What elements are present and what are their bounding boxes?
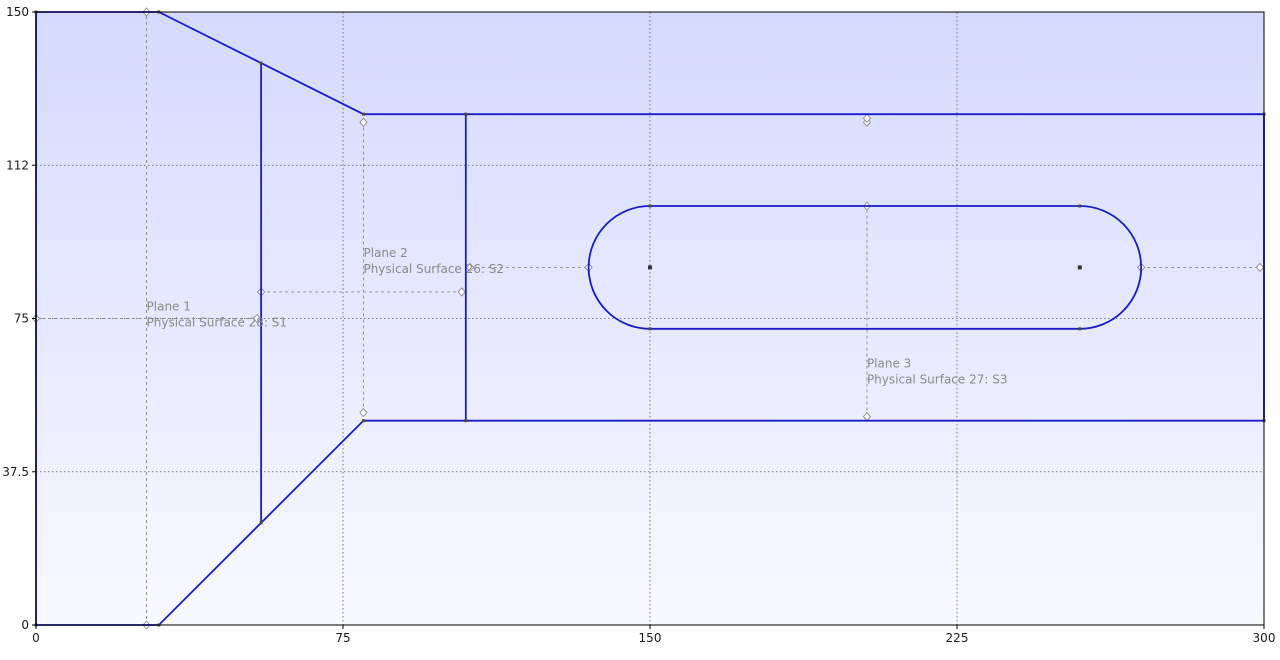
- vertex-point[interactable]: [361, 112, 365, 116]
- vertex-point[interactable]: [648, 327, 652, 331]
- plane-name-label: Plane 2: [363, 246, 407, 260]
- plane-surface-label: Physical Surface 27: S3: [867, 373, 1008, 387]
- vertex-point[interactable]: [259, 61, 263, 65]
- x-tick-label: 300: [1253, 631, 1276, 645]
- arc-center-point[interactable]: [1077, 265, 1082, 270]
- y-tick-label: 150: [6, 5, 29, 19]
- plane-name-label: Plane 1: [147, 299, 191, 313]
- x-tick-label: 75: [335, 631, 350, 645]
- dimension-handle[interactable]: [862, 113, 872, 123]
- plane-surface-label: Physical Surface 28: S1: [147, 315, 288, 329]
- vertex-point[interactable]: [464, 419, 468, 423]
- plane-surface-label: Physical Surface 26: S2: [363, 262, 504, 276]
- y-tick-label: 0: [21, 618, 29, 632]
- plot-frame: [35, 11, 1265, 626]
- arc-center-point[interactable]: [648, 265, 652, 270]
- y-tick-label: 112: [6, 158, 29, 172]
- x-tick-label: 150: [639, 631, 662, 645]
- y-tick-label: 37.5: [2, 465, 29, 479]
- vertex-point[interactable]: [648, 204, 652, 208]
- vertex-point[interactable]: [259, 521, 263, 525]
- y-tick-label: 75: [14, 312, 29, 326]
- dimension-handle[interactable]: [359, 407, 368, 418]
- axis-tick-labels: 0 75 150 225 300 0 37.5 75 112 150: [2, 5, 1275, 645]
- x-tick-label: 225: [946, 631, 969, 645]
- vertex-point[interactable]: [464, 112, 468, 116]
- vertex-point[interactable]: [361, 419, 365, 423]
- dimension-handle[interactable]: [252, 313, 262, 324]
- vertex-point[interactable]: [1078, 327, 1082, 331]
- plane-annotations: Plane 1 Physical Surface 28: S1 Plane 2 Phy…: [147, 246, 1008, 386]
- x-tick-label: 0: [32, 631, 40, 645]
- vertex-point[interactable]: [1078, 204, 1082, 208]
- dimension-handle[interactable]: [465, 262, 474, 273]
- plane-name-label: Plane 3: [867, 357, 911, 371]
- dimension-handle[interactable]: [1255, 262, 1265, 273]
- dimension-handle[interactable]: [359, 117, 368, 128]
- dimension-handle[interactable]: [457, 287, 466, 297]
